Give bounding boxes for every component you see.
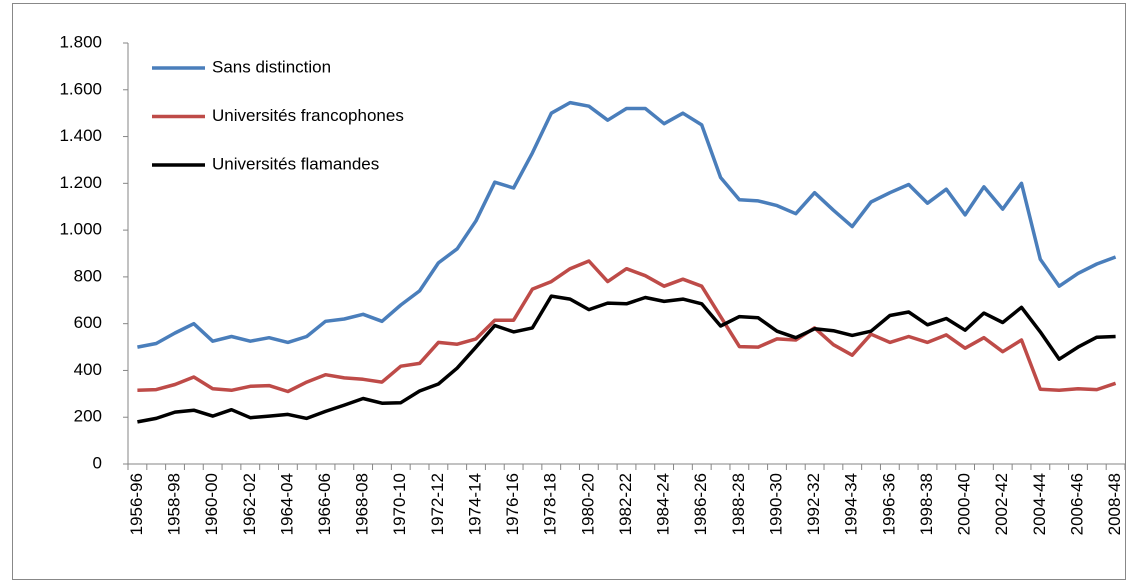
x-tick-label: 1960-00	[202, 473, 221, 535]
series-line	[137, 259, 1117, 394]
y-tick-label: 1.200	[59, 173, 102, 192]
y-tick-label: 200	[74, 407, 102, 426]
x-tick-label: 1976-16	[503, 473, 522, 535]
x-tick-label: 1974-14	[465, 473, 484, 535]
x-tick-label: 1982-22	[616, 473, 635, 535]
x-tick-label: 1984-24	[654, 473, 673, 535]
x-tick-label: 1956-96	[127, 473, 146, 535]
x-tick-label: 1962-02	[240, 473, 259, 535]
x-tick-label: 2008-48	[1105, 473, 1124, 535]
y-tick-label: 0	[93, 453, 102, 472]
y-tick-label: 1.800	[59, 32, 102, 51]
x-tick-label: 2000-40	[955, 473, 974, 535]
x-tick-label: 1966-06	[315, 473, 334, 535]
x-tick-label: 1980-20	[578, 473, 597, 535]
y-tick-label: 1.400	[59, 126, 102, 145]
x-tick-label: 1958-98	[165, 473, 184, 535]
x-tick-label: 1970-10	[390, 473, 409, 535]
x-tick-label: 1986-26	[691, 473, 710, 535]
series-line	[137, 294, 1116, 424]
legend-label: Universités francophones	[212, 106, 404, 125]
y-tick-label: 600	[74, 313, 102, 332]
chart-border	[12, 3, 1126, 580]
x-tick-label: 1988-28	[729, 473, 748, 535]
x-tick-label: 1990-30	[766, 473, 785, 535]
series-line	[137, 100, 1117, 349]
x-tick-label: 1968-08	[353, 473, 372, 535]
x-tick-label: 2006-46	[1067, 473, 1086, 535]
x-tick-label: 1994-34	[842, 473, 861, 535]
y-tick-label: 1.000	[59, 220, 102, 239]
legend-label: Universités flamandes	[212, 154, 379, 173]
x-tick-label: 2004-44	[1030, 473, 1049, 535]
x-tick-label: 1996-36	[879, 473, 898, 535]
y-tick-label: 1.600	[59, 79, 102, 98]
y-tick-label: 800	[74, 266, 102, 285]
legend-label: Sans distinction	[212, 57, 331, 76]
x-tick-label: 2002-42	[992, 473, 1011, 535]
x-tick-label: 1964-04	[277, 473, 296, 535]
y-tick-label: 400	[74, 360, 102, 379]
x-tick-label: 1972-12	[428, 473, 447, 535]
x-tick-label: 1978-18	[541, 473, 560, 535]
x-tick-label: 1998-38	[917, 473, 936, 535]
x-tick-label: 1992-32	[804, 473, 823, 535]
